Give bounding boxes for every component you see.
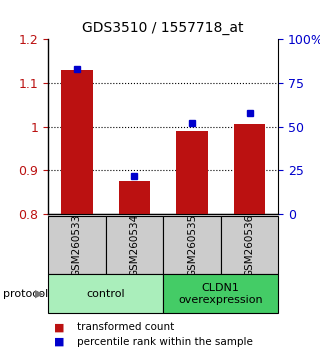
Text: CLDN1
overexpression: CLDN1 overexpression — [179, 283, 263, 305]
Bar — [221, 216, 278, 274]
Bar — [48, 216, 106, 274]
Bar — [61, 70, 93, 214]
Text: control: control — [86, 289, 125, 299]
Bar — [119, 181, 150, 214]
Text: percentile rank within the sample: percentile rank within the sample — [77, 337, 253, 347]
Bar — [106, 216, 163, 274]
Bar — [234, 124, 266, 214]
Text: GSM260534: GSM260534 — [129, 213, 140, 277]
Bar — [163, 216, 221, 274]
Bar — [163, 274, 278, 313]
Bar — [48, 274, 163, 313]
Text: ■: ■ — [54, 322, 65, 332]
Text: GSM260536: GSM260536 — [244, 213, 255, 277]
Text: ▶: ▶ — [35, 289, 44, 299]
Text: protocol: protocol — [3, 289, 48, 299]
Text: GSM260535: GSM260535 — [187, 213, 197, 277]
Text: ■: ■ — [54, 337, 65, 347]
Title: GDS3510 / 1557718_at: GDS3510 / 1557718_at — [83, 21, 244, 35]
Bar — [176, 131, 208, 214]
Text: transformed count: transformed count — [77, 322, 174, 332]
Text: GSM260533: GSM260533 — [72, 213, 82, 277]
